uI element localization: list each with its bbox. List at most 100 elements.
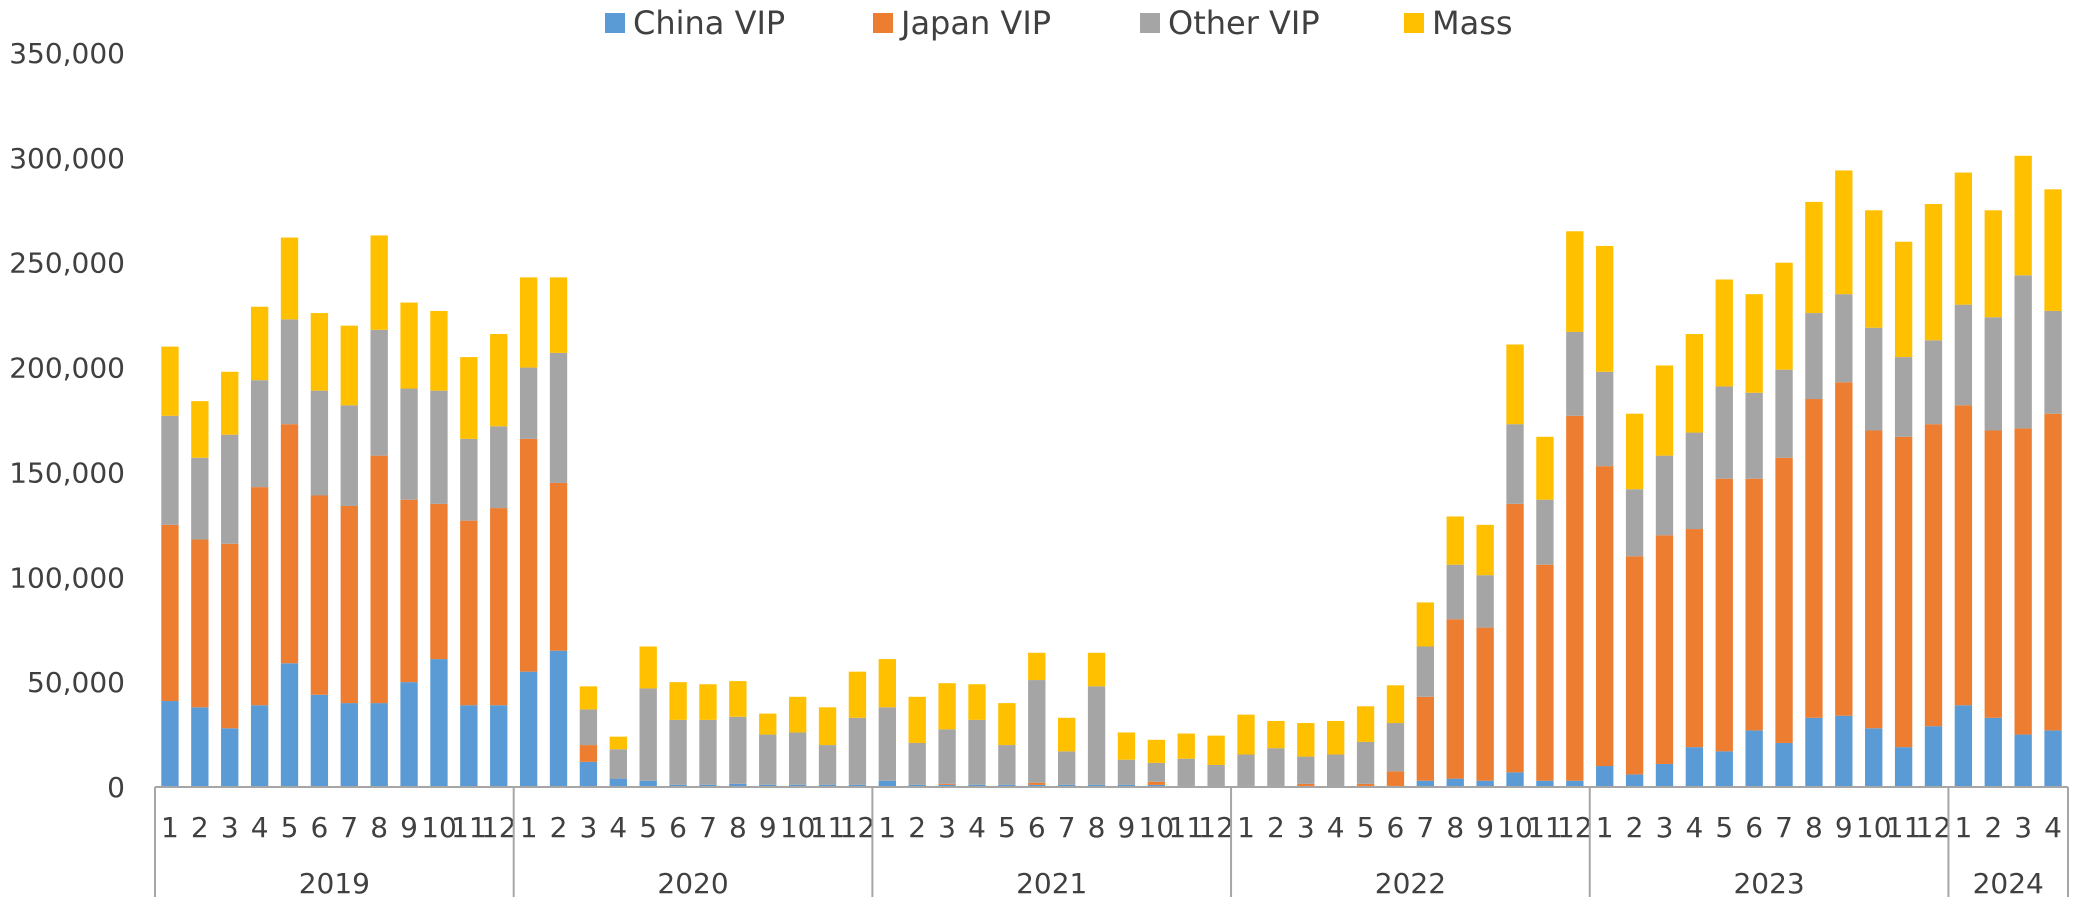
bar-segment-japan-vip — [1984, 430, 2002, 718]
bar-segment-mass — [1984, 210, 2002, 318]
x-tick-label-month: 7 — [699, 811, 717, 844]
bar-segment-mass — [1386, 685, 1405, 724]
x-tick-label-month: 3 — [1656, 811, 1674, 844]
bar-segment-other-vip — [1327, 754, 1345, 786]
x-tick-label-month: 2 — [1626, 811, 1644, 844]
bar-segment-other-vip — [1596, 371, 1614, 467]
bar-segment-china-vip — [280, 663, 299, 787]
x-tick-label-month: 10 — [421, 811, 457, 844]
bar-segment-other-vip — [1984, 317, 2002, 431]
bar-segment-other-vip — [1745, 392, 1763, 479]
bar-segment-other-vip — [1715, 386, 1733, 479]
x-tick-label-month: 5 — [639, 811, 657, 844]
legend-label: Other VIP — [1168, 4, 1320, 42]
bar-segment-japan-vip — [519, 438, 538, 672]
bar-segment-mass — [1416, 602, 1435, 647]
bar-segment-mass — [1327, 720, 1345, 755]
bar-segment-japan-vip — [938, 783, 956, 785]
bar-segment-other-vip — [1536, 499, 1554, 565]
x-tick-label-month: 3 — [938, 811, 956, 844]
bar-segment-japan-vip — [1924, 424, 1943, 727]
bar-segment-china-vip — [1596, 766, 1614, 787]
bar-segment-other-vip — [1237, 754, 1255, 786]
bar-segment-china-vip — [1058, 784, 1076, 787]
y-tick-label: 150,000 — [9, 456, 125, 489]
bar-segment-mass — [1267, 720, 1285, 749]
bar-segment-japan-vip — [1775, 457, 1793, 743]
bar-segment-other-vip — [878, 707, 896, 781]
bar-segment-mass — [340, 325, 358, 406]
bar-segment-mass — [1924, 203, 1943, 341]
x-tick-label-month: 6 — [1028, 811, 1046, 844]
bar-segment-china-vip — [1655, 763, 1674, 787]
x-tick-label-month: 2 — [550, 811, 568, 844]
bar-segment-mass — [1028, 652, 1046, 681]
bar-segment-mass — [430, 310, 448, 391]
bar-segment-other-vip — [280, 319, 299, 425]
legend-label: Mass — [1432, 4, 1513, 42]
bar-segment-mass — [1536, 436, 1554, 500]
bar-segment-china-vip — [250, 705, 269, 787]
bar-segment-japan-vip — [250, 487, 269, 706]
bar-segment-mass — [1087, 652, 1106, 687]
bar-segment-other-vip — [519, 367, 538, 439]
bar-segment-mass — [1865, 210, 1883, 328]
bar-segment-china-vip — [400, 682, 418, 787]
x-tick-label-year: 2021 — [1016, 867, 1087, 900]
x-tick-label-month: 5 — [1715, 811, 1733, 844]
x-tick-label-year: 2023 — [1733, 867, 1804, 900]
bar-segment-china-vip — [460, 705, 478, 787]
bar-segment-japan-vip — [1386, 771, 1405, 786]
bar-segment-mass — [1446, 516, 1464, 565]
bar-segment-other-vip — [848, 717, 867, 785]
bar-segment-other-vip — [1386, 723, 1405, 772]
bar-segment-other-vip — [1775, 369, 1793, 458]
x-tick-label-month: 5 — [281, 811, 299, 844]
bar-segment-japan-vip — [221, 543, 239, 729]
y-tick-label: 300,000 — [9, 142, 125, 175]
x-tick-label-month: 1 — [161, 811, 179, 844]
bar-segment-japan-vip — [1805, 399, 1823, 718]
x-tick-label-month: 8 — [1088, 811, 1106, 844]
y-tick-label: 200,000 — [9, 352, 125, 385]
bar-segment-japan-vip — [1147, 781, 1166, 785]
bar-segment-china-vip — [1536, 780, 1554, 787]
bar-segment-other-vip — [549, 352, 568, 483]
bar-segment-other-vip — [1297, 756, 1315, 784]
bar-segment-japan-vip — [2044, 413, 2062, 731]
bar-segment-other-vip — [1416, 646, 1435, 697]
x-tick-label-month: 12 — [481, 811, 517, 844]
bar-segment-other-vip — [818, 745, 837, 785]
x-tick-label-year: 2020 — [657, 867, 728, 900]
bar-segment-china-vip — [490, 705, 508, 787]
bar-segment-china-vip — [1147, 784, 1166, 787]
bar-segment-china-vip — [1954, 705, 1973, 787]
bar-segment-japan-vip — [1685, 529, 1704, 748]
bar-segment-mass — [2014, 155, 2032, 276]
bar-segment-mass — [998, 703, 1016, 746]
x-tick-label-month: 5 — [1357, 811, 1375, 844]
bar-segment-japan-vip — [430, 503, 448, 660]
bar-segment-china-vip — [968, 784, 986, 787]
legend-item-japan-vip: Japan VIP — [873, 4, 1051, 42]
bar-segment-other-vip — [490, 426, 508, 509]
bar-segment-japan-vip — [340, 505, 358, 704]
bar-segment-japan-vip — [310, 495, 329, 695]
bar-segment-china-vip — [1745, 730, 1763, 787]
bar-segment-china-vip — [998, 784, 1016, 787]
bar-segment-other-vip — [1655, 455, 1674, 536]
bar-segment-other-vip — [938, 729, 956, 784]
bar-segment-other-vip — [1506, 424, 1524, 504]
x-tick-label-month: 10 — [1497, 811, 1533, 844]
bar-segment-mass — [669, 682, 687, 720]
x-tick-label-month: 11 — [1886, 811, 1922, 844]
bar-segment-japan-vip — [549, 482, 568, 651]
x-tick-label-year: 2022 — [1375, 867, 1446, 900]
bar-segment-mass — [280, 237, 299, 320]
bar-segment-other-vip — [699, 719, 717, 785]
x-tick-label-month: 12 — [1916, 811, 1952, 844]
bar-segment-china-vip — [430, 659, 448, 787]
bar-segment-mass — [609, 736, 627, 750]
bar-segment-china-vip — [669, 784, 687, 787]
bar-segment-china-vip — [908, 784, 926, 787]
